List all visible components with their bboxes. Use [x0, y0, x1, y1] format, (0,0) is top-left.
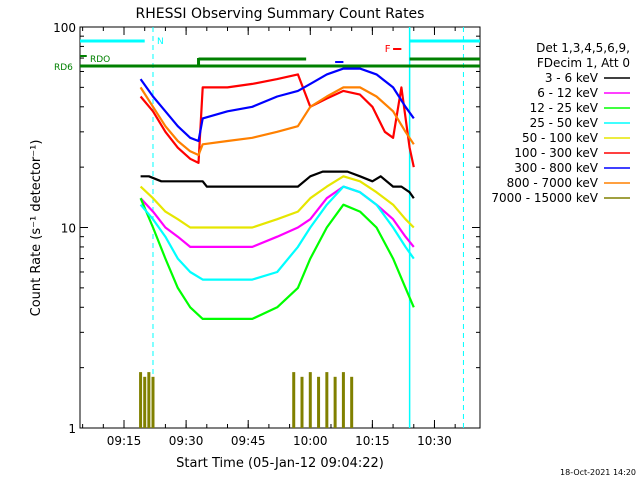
legend-label: 12 - 25 keV [530, 101, 599, 115]
x-tick-label: 09:15 [107, 434, 142, 448]
series-6-12-kev [139, 185, 415, 248]
flare-label: F [385, 44, 391, 55]
observing-flags: N RD6 RDO F [54, 27, 480, 428]
x-tick-label: 10:00 [293, 434, 328, 448]
y-tick-label: 1 [68, 422, 76, 436]
legend-label: 800 - 7000 keV [507, 176, 599, 190]
series-25-50-kev [139, 185, 415, 281]
series-group [139, 67, 415, 428]
legend-label: 25 - 50 keV [530, 116, 599, 130]
series-50-100-kev [139, 175, 415, 229]
y-tick-label: 10 [61, 222, 76, 236]
x-axis-label: Start Time (05-Jan-12 09:04:22) [176, 456, 384, 471]
x-tick-label: 10:30 [417, 434, 452, 448]
legend: Det 1,3,4,5,6,9, FDecim 1, Att 0 3 - 6 k… [491, 41, 630, 205]
rdo-label: RDO [90, 55, 110, 65]
series-300-800-kev [139, 67, 415, 143]
legend-label: 300 - 800 keV [514, 161, 598, 175]
plot-axes: 09:15 09:30 09:45 10:00 10:15 10:30 1 10 100 [53, 21, 481, 448]
series-800-7000-kev [139, 86, 415, 157]
legend-label: 3 - 6 keV [545, 71, 599, 85]
series-12-25-kev [139, 197, 415, 320]
rd6-label: RD6 [54, 63, 73, 73]
series-3-6-kev [140, 170, 415, 199]
chart-title: RHESSI Observing Summary Count Rates [136, 6, 425, 22]
x-tick-label: 09:45 [231, 434, 266, 448]
legend-header-line-2: FDecim 1, Att 0 [537, 56, 630, 70]
y-axis-label: Count Rate (s⁻¹ detector⁻¹) [29, 140, 44, 317]
x-tick-label: 10:15 [355, 434, 390, 448]
legend-label: 6 - 12 keV [537, 86, 599, 100]
legend-label: 7000 - 15000 keV [491, 191, 598, 205]
plot-frame [79, 26, 481, 429]
series-100-300-kev [139, 73, 415, 168]
x-tick-label: 09:30 [169, 434, 204, 448]
timestamp: 18-Oct-2021 14:20 [560, 468, 636, 477]
legend-label: 50 - 100 keV [522, 131, 599, 145]
night-label: N [157, 37, 164, 47]
legend-label: 100 - 300 keV [514, 146, 598, 160]
legend-header-line-1: Det 1,3,4,5,6,9, [536, 41, 630, 55]
y-tick-label: 100 [53, 21, 76, 35]
